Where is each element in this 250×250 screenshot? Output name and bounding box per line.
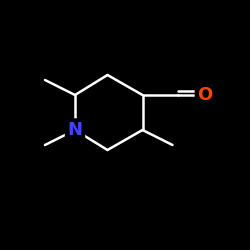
Text: N: N [68, 121, 82, 139]
Text: O: O [198, 86, 212, 104]
